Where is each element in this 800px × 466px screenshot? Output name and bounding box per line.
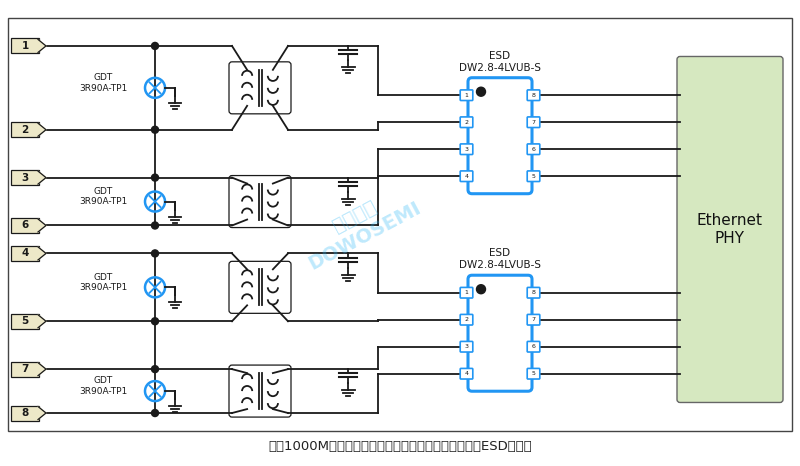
Text: 2: 2 (22, 125, 29, 135)
Text: 4: 4 (465, 371, 469, 376)
Text: 8: 8 (531, 290, 535, 295)
Text: 6: 6 (531, 344, 535, 349)
FancyBboxPatch shape (460, 90, 473, 101)
Text: 3: 3 (465, 147, 469, 152)
FancyBboxPatch shape (11, 122, 39, 137)
FancyBboxPatch shape (11, 38, 39, 54)
FancyBboxPatch shape (677, 56, 783, 403)
Text: ESD
DW2.8-4LVUB-S: ESD DW2.8-4LVUB-S (459, 248, 541, 270)
Text: 东沃1000M（千兆）以太网口浪涌静电保护方案（集成ESD器件）: 东沃1000M（千兆）以太网口浪涌静电保护方案（集成ESD器件） (268, 439, 532, 452)
Circle shape (151, 410, 158, 417)
Polygon shape (38, 123, 46, 136)
FancyBboxPatch shape (527, 90, 540, 101)
Text: GDT
3R90A-TP1: GDT 3R90A-TP1 (79, 273, 127, 292)
Text: 5: 5 (531, 371, 535, 376)
Polygon shape (38, 40, 46, 53)
Circle shape (477, 87, 486, 96)
FancyBboxPatch shape (468, 275, 532, 391)
Text: 1: 1 (22, 41, 29, 51)
Text: 3: 3 (465, 344, 469, 349)
Text: 2: 2 (465, 317, 469, 322)
FancyBboxPatch shape (11, 218, 39, 233)
Text: GDT
3R90A-TP1: GDT 3R90A-TP1 (79, 73, 127, 93)
Text: 1: 1 (465, 93, 469, 98)
Circle shape (151, 126, 158, 133)
FancyBboxPatch shape (11, 362, 39, 377)
Polygon shape (38, 247, 46, 260)
Text: 8: 8 (531, 93, 535, 98)
Text: 2: 2 (465, 120, 469, 125)
Text: GDT
3R90A-TP1: GDT 3R90A-TP1 (79, 377, 127, 396)
FancyBboxPatch shape (11, 314, 39, 329)
Circle shape (477, 285, 486, 294)
Text: 5: 5 (22, 316, 29, 326)
Polygon shape (38, 315, 46, 328)
Circle shape (151, 222, 158, 229)
FancyBboxPatch shape (460, 342, 473, 352)
Circle shape (151, 174, 158, 181)
FancyBboxPatch shape (460, 288, 473, 298)
Text: 7: 7 (22, 364, 29, 374)
FancyBboxPatch shape (527, 144, 540, 155)
Text: 7: 7 (531, 120, 535, 125)
FancyBboxPatch shape (460, 315, 473, 325)
FancyBboxPatch shape (460, 144, 473, 155)
Text: ESD
DW2.8-4LVUB-S: ESD DW2.8-4LVUB-S (459, 51, 541, 73)
Polygon shape (38, 171, 46, 184)
FancyBboxPatch shape (11, 246, 39, 261)
Polygon shape (38, 363, 46, 376)
Text: 3: 3 (22, 172, 29, 183)
FancyBboxPatch shape (460, 369, 473, 379)
Text: 8: 8 (22, 408, 29, 418)
FancyBboxPatch shape (527, 342, 540, 352)
Text: 4: 4 (465, 174, 469, 179)
FancyBboxPatch shape (527, 288, 540, 298)
Circle shape (151, 250, 158, 257)
FancyBboxPatch shape (468, 78, 532, 194)
Text: 东沃电子
DOWOSEMI: 东沃电子 DOWOSEMI (295, 178, 425, 274)
FancyBboxPatch shape (460, 171, 473, 182)
Text: 4: 4 (22, 248, 29, 259)
Text: 7: 7 (531, 317, 535, 322)
Text: 6: 6 (22, 220, 29, 231)
Text: GDT
3R90A-TP1: GDT 3R90A-TP1 (79, 187, 127, 206)
FancyBboxPatch shape (460, 117, 473, 128)
FancyBboxPatch shape (527, 315, 540, 325)
Circle shape (151, 366, 158, 373)
Polygon shape (38, 406, 46, 419)
Bar (8, 18, 792, 431)
Text: Ethernet
PHY: Ethernet PHY (697, 213, 763, 246)
Text: 1: 1 (465, 290, 469, 295)
FancyBboxPatch shape (11, 170, 39, 185)
FancyBboxPatch shape (527, 369, 540, 379)
Polygon shape (38, 219, 46, 232)
Circle shape (151, 318, 158, 325)
Text: 5: 5 (531, 174, 535, 179)
FancyBboxPatch shape (11, 405, 39, 420)
Text: 6: 6 (531, 147, 535, 152)
FancyBboxPatch shape (527, 171, 540, 182)
Circle shape (151, 42, 158, 49)
FancyBboxPatch shape (527, 117, 540, 128)
